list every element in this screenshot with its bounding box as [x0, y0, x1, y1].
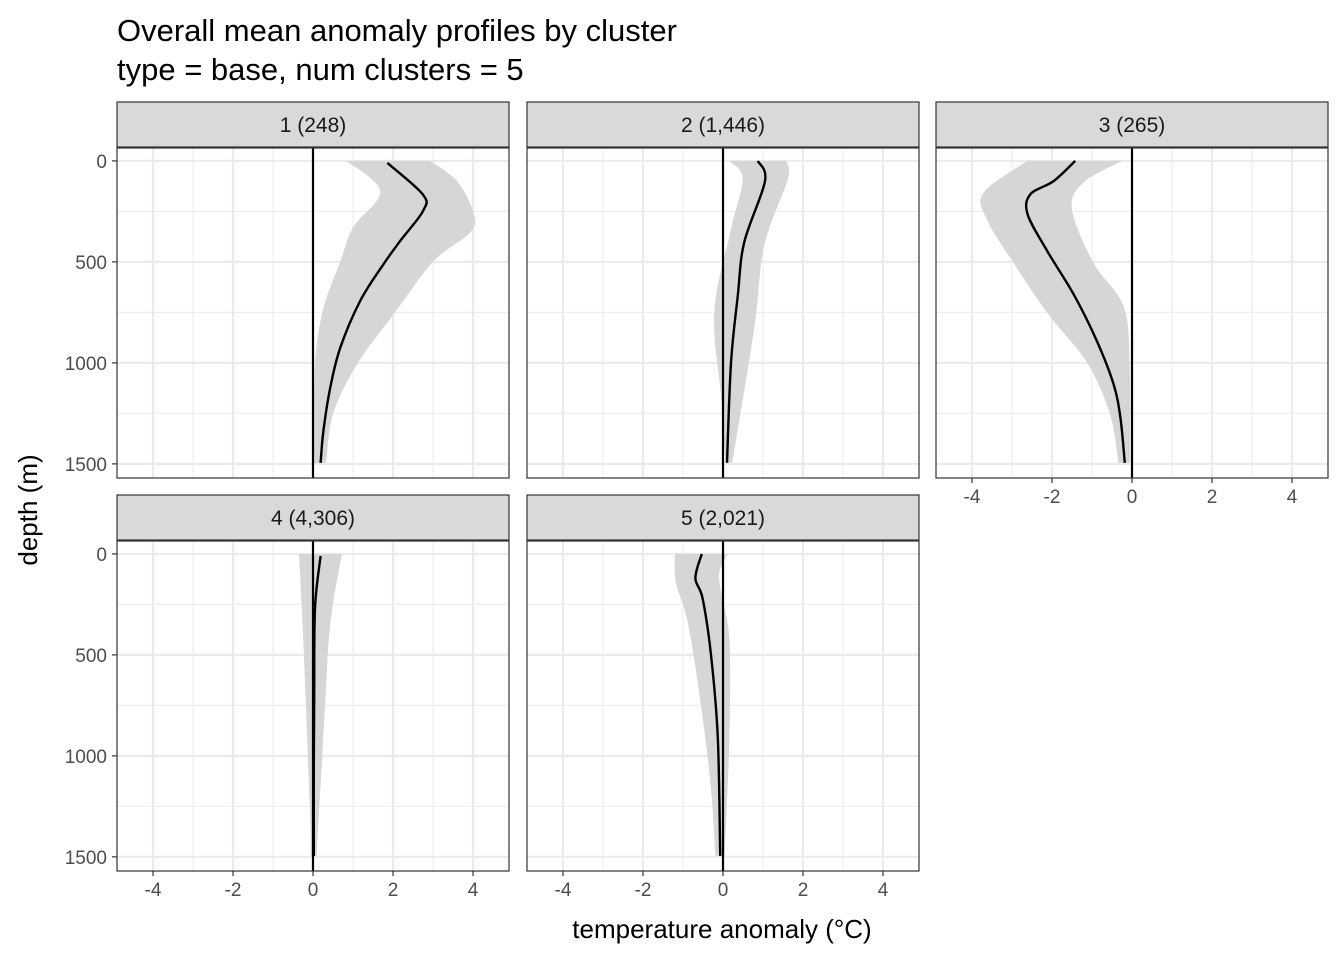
mean-profile-line [1024, 160, 1126, 463]
y-tick-label: 500 [75, 646, 107, 667]
facet-label: 3 (265) [1099, 114, 1166, 137]
y-tick-label: 500 [75, 253, 107, 274]
facet-strip [116, 101, 510, 148]
facet-strip [526, 494, 920, 541]
ribbon-band [674, 553, 731, 856]
x-axis-title: temperature anomaly (°C) [572, 914, 871, 944]
x-tick-label: -4 [555, 880, 572, 901]
ribbon-band [713, 160, 790, 463]
x-tick-label: 0 [1127, 487, 1138, 508]
y-tick-label: 1500 [65, 455, 107, 476]
chart-subtitle: type = base, num clusters = 5 [117, 52, 524, 87]
facet-strip [116, 494, 510, 541]
facet-strip [526, 101, 920, 148]
x-tick-label: -2 [1044, 487, 1061, 508]
facet-label: 2 (1,446) [681, 114, 765, 137]
facet-panel: 2 (1,446) [526, 101, 920, 479]
facet-label: 1 (248) [280, 114, 347, 137]
chart-title: Overall mean anomaly profiles by cluster [117, 13, 677, 48]
x-tick-label: -4 [145, 880, 162, 901]
x-tick-label: 0 [308, 880, 319, 901]
ribbon-band [980, 160, 1131, 463]
x-tick-label: 4 [878, 880, 889, 901]
x-tick-label: 0 [718, 880, 729, 901]
panel-border [116, 147, 510, 479]
y-tick-label: 0 [96, 545, 107, 566]
y-tick-label: 0 [96, 152, 107, 173]
mean-profile-line [725, 160, 767, 463]
x-tick-label: 2 [388, 880, 399, 901]
facet-panel: 3 (265) -4 -2 0 2 4 [935, 101, 1329, 508]
facet-panel: 4 (4,306) 0 500 1000 1500 -4 -2 0 2 4 [65, 494, 510, 901]
facet-label: 4 (4,306) [271, 507, 355, 530]
y-tick-label: 1000 [65, 747, 107, 768]
facet-label: 5 (2,021) [681, 507, 765, 530]
ribbon-band [313, 160, 476, 463]
y-tick-label: 1500 [65, 848, 107, 869]
facet-panels: 1 (248) 0 500 1000 1500 2 (1,446) 3 (265) -4 -2 0… [65, 101, 1329, 901]
mean-profile-line [694, 553, 722, 856]
mean-profile-line [312, 555, 322, 856]
x-tick-label: -2 [635, 880, 652, 901]
x-tick-label: 2 [798, 880, 809, 901]
x-tick-label: 4 [1287, 487, 1298, 508]
x-tick-label: 4 [468, 880, 479, 901]
y-tick-label: 1000 [65, 354, 107, 375]
x-tick-label: -2 [225, 880, 242, 901]
panel-border [526, 147, 920, 479]
x-tick-label: 2 [1207, 487, 1218, 508]
facet-strip [935, 101, 1329, 148]
x-tick-label: -4 [964, 487, 981, 508]
facet-panel: 1 (248) 0 500 1000 1500 [65, 101, 510, 479]
y-axis-title: depth (m) [13, 454, 43, 565]
ribbon-band [299, 553, 342, 856]
facet-panel: 5 (2,021) -4 -2 0 2 4 [526, 494, 920, 901]
mean-profile-line [319, 162, 428, 463]
